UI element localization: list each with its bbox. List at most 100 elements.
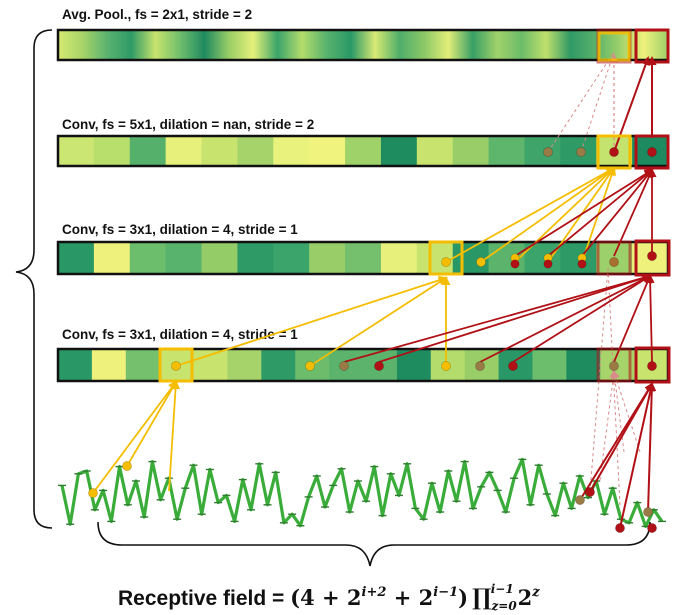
bar-cell [380,136,418,166]
bar-cell [273,136,310,166]
layer-title-conv-3: Conv, fs = 5x1, dilation = nan, stride =… [62,117,314,132]
connection-arrow [514,168,654,257]
bar-cell [488,136,526,166]
connection-arrow [512,274,652,363]
highlight-box [596,347,632,383]
bar-cell [58,242,95,274]
bar-cell [566,349,601,381]
connection-arrow [612,370,641,453]
bar-cell [309,136,346,166]
receptive-dot [647,361,657,371]
receptive-dot [339,361,349,371]
receptive-dot [305,361,315,371]
connection-arrow [480,166,616,263]
receptive-dot [647,147,657,157]
receptive-dot [609,361,619,371]
highlight-box [634,346,671,384]
receptive-dot [647,251,657,261]
highlight-box [597,31,631,62]
highlight-boxes [158,28,671,384]
bar-cell [125,349,161,381]
bar-cell [345,136,382,166]
bar-conv2 [56,240,670,276]
bar-cell [165,136,203,166]
bar-cell [201,136,239,166]
bar-cell [309,242,346,274]
bar-cell [380,242,418,274]
bar-cell [273,242,310,274]
highlight-box [596,240,632,276]
receptive-dot [585,487,595,497]
receptive-dot [609,257,619,267]
bar-conv3 [56,134,670,168]
connection-arrow [168,380,181,492]
bar-conv1 [56,347,670,383]
bar-cell [91,349,127,381]
bar-cell [416,136,454,166]
signal-line [60,457,664,529]
layer-title-avg-pool: Avg. Pool., fs = 2x1, stride = 2 [62,7,252,22]
receptive-dot [510,259,520,269]
connection-arrow [607,267,621,506]
receptive-dot [475,361,485,371]
bar-cell [58,136,95,166]
receptive-dot [88,488,98,498]
receptive-dot [543,147,553,157]
bar-cell [532,349,567,381]
connection-arrow [479,275,652,363]
receptive-dot [576,147,586,157]
connection-arrow [175,275,448,367]
receptive-dot [122,461,132,471]
connection-arrow [92,380,178,494]
bar-cell [93,136,131,166]
connection-arrows [92,51,657,529]
receptive-dot [374,361,384,371]
receptive-dot [476,257,486,267]
bar-cell [129,136,167,166]
receptive-field-formula: Receptive field = (4 + 2i+2 + 2i−1) ∏z=0i… [118,582,540,613]
connection-arrow [619,382,655,529]
bar-pool [56,28,670,62]
highlight-box [634,239,671,277]
bar-cell [261,349,296,381]
bar-cell [201,242,239,274]
receptive-dot [171,361,181,371]
receptive-dot [441,257,451,267]
layer-title-conv-1: Conv, fs = 3x1, dilation = 4, stride = 1 [62,327,298,342]
highlight-box [428,240,464,276]
bar-cell [227,349,262,381]
receptive-dots [88,147,657,533]
receptive-dot [508,361,518,371]
left-brace [15,29,53,529]
receptive-dot [609,147,619,157]
connection-arrow [309,276,448,367]
receptive-dot [575,495,585,505]
connection-arrow [126,380,178,467]
bar-cell [129,242,167,274]
receptive-dot [615,523,625,533]
bottom-brace [97,521,651,567]
connection-arrow [547,51,615,153]
bar-cell [237,242,274,274]
layer-title-conv-2: Conv, fs = 3x1, dilation = 4, stride = 1 [62,222,298,237]
connection-arrow [599,370,618,481]
connection-arrow [610,370,625,453]
connection-arrow [343,273,652,363]
connection-arrow [589,267,609,493]
highlight-box [596,134,632,170]
input-signal [58,457,666,529]
connection-arrow [647,382,657,513]
connection-arrow [547,168,654,257]
highlight-box [634,28,670,64]
bar-cell [93,242,131,274]
bar-cell [452,136,490,166]
receptive-dot [643,507,653,517]
bar-cell [165,242,203,274]
connection-arrow [445,167,616,263]
connection-arrow [581,168,654,257]
connection-arrow [589,382,653,493]
receptive-dot [577,259,587,269]
bar-cell [58,349,93,381]
bar-cell [237,136,274,166]
